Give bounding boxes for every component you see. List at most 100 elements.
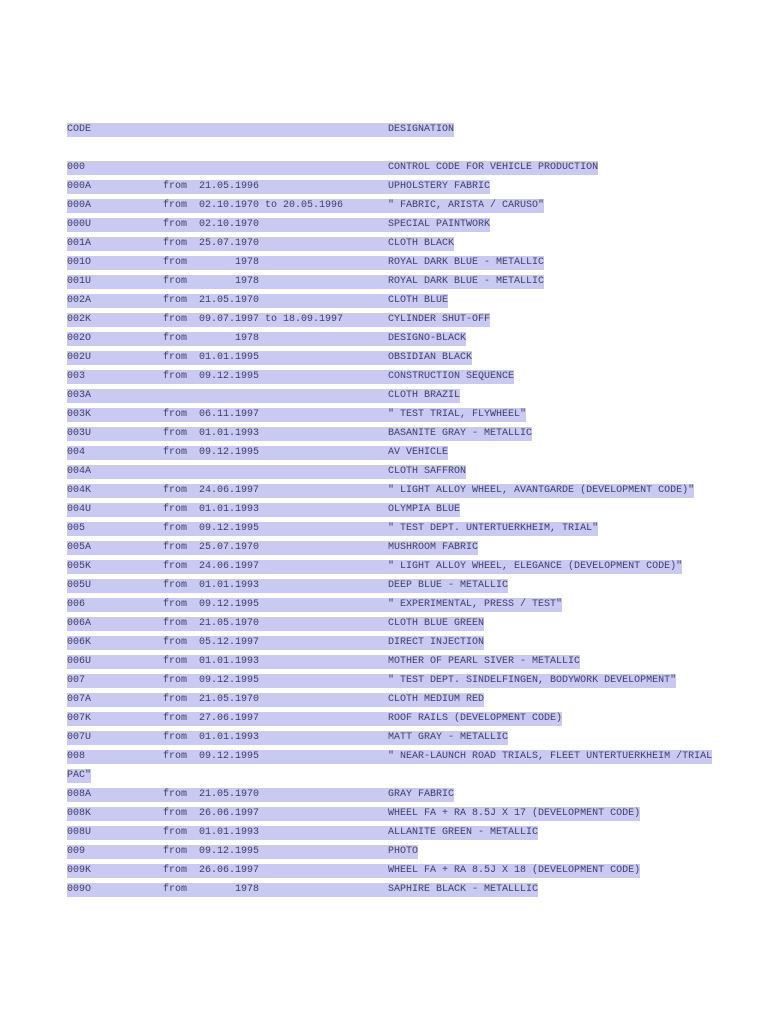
cell-from-label: from [163,200,188,211]
cell-code: 006A [67,618,92,629]
cell-from-label: from [163,561,188,572]
header-row: CODE DESIGNATION [67,120,768,139]
cell-code: 006K [67,637,92,648]
table-row: 004A CLOTH SAFFRON [67,462,768,481]
cell-from-date: 09.12.1995 [199,599,260,610]
table-row: 007K from 27.06.1997 ROOF RAILS (DEVELOP… [67,709,768,728]
table-row: 004U from 01.01.1993 OLYMPIA BLUE [67,500,768,519]
cell-designation: ROYAL DARK BLUE - METALLIC [388,276,545,287]
row-highlight: 002U from 01.01.1995 OBSIDIAN BLACK [67,350,473,365]
cell-from-label: from [163,675,188,686]
table-row: 006K from 05.12.1997 DIRECT INJECTION [67,633,768,652]
table-row: 006A from 21.05.1970 CLOTH BLUE GREEN [67,614,768,633]
cell-from-label: from [163,314,188,325]
cell-from-label: from [163,352,188,363]
row-highlight: 004 from 09.12.1995 AV VEHICLE [67,445,449,460]
cell-from-date: 09.12.1995 [199,523,260,534]
row-highlight: 000A from 21.05.1996 UPHOLSTERY FABRIC [67,179,491,194]
cell-from-date: 21.05.1970 [199,694,260,705]
cell-designation: CLOTH BLUE [388,295,449,306]
row-highlight: 006U from 01.01.1993 MOTHER OF PEARL SIV… [67,654,581,669]
cell-from-date: 09.12.1995 [199,675,260,686]
cell-from-date: 21.05.1996 [199,181,260,192]
cell-from-label: from [163,523,188,534]
cell-from-label: from [163,580,188,591]
row-highlight: 001A from 25.07.1970 CLOTH BLACK [67,236,455,251]
cell-designation: CONSTRUCTION SEQUENCE [388,371,515,382]
cell-from-date: 01.01.1995 [199,352,260,363]
row-highlight: 005K from 24.06.1997 " LIGHT ALLOY WHEEL… [67,559,683,574]
cell-code: 006 [67,599,86,610]
cell-code: 004U [67,504,92,515]
table-row: 005A from 25.07.1970 MUSHROOM FABRIC [67,538,768,557]
cell-from-date: 09.07.1997 [199,314,260,325]
cell-designation: CLOTH BLACK [388,238,455,249]
cell-from-label: from [163,238,188,249]
cell-code: 009 [67,846,86,857]
row-highlight: 009O from 1978 SAPHIRE BLACK - METALLLIC [67,882,539,897]
cell-from-date: 1978 [199,333,260,344]
cell-from-date: 1978 [199,257,260,268]
cell-code: 001A [67,238,92,249]
cell-from-date: 1978 [199,276,260,287]
table-row: 009 from 09.12.1995 PHOTO [67,842,768,861]
row-highlight: 008 from 09.12.1995 " NEAR-LAUNCH ROAD T… [67,749,713,764]
cell-from-date: 09.12.1995 [199,447,260,458]
cell-code: 003K [67,409,92,420]
cell-from-label: from [163,295,188,306]
table-row: 002K from 09.07.1997 to 18.09.1997 CYLIN… [67,310,768,329]
cell-code: 004 [67,447,86,458]
cell-continuation-text: PAC" [67,770,92,781]
row-highlight: 002O from 1978 DESIGNO-BLACK [67,331,467,346]
cell-from-date: 05.12.1997 [199,637,260,648]
cell-designation: " TEST DEPT. UNTERTUERKHEIM, TRIAL" [388,523,599,534]
cell-from-date: 09.12.1995 [199,751,260,762]
row-highlight: 001O from 1978 ROYAL DARK BLUE - METALLI… [67,255,545,270]
cell-from-label: from [163,428,188,439]
cell-designation: CLOTH SAFFRON [388,466,467,477]
cell-code: 009K [67,865,92,876]
cell-code: 000A [67,181,92,192]
row-highlight: 001U from 1978 ROYAL DARK BLUE - METALLI… [67,274,545,289]
row-highlight: 004A CLOTH SAFFRON [67,464,467,479]
table-row: 002A from 21.05.1970 CLOTH BLUE [67,291,768,310]
cell-designation: DESIGNO-BLACK [388,333,467,344]
cell-designation: UPHOLSTERY FABRIC [388,181,491,192]
table-row: 005 from 09.12.1995 " TEST DEPT. UNTERTU… [67,519,768,538]
row-highlight: 007U from 01.01.1993 MATT GRAY - METALLI… [67,730,509,745]
cell-from-label: from [163,447,188,458]
cell-from-label: from [163,827,188,838]
cell-designation: " NEAR-LAUNCH ROAD TRIALS, FLEET UNTERTU… [388,751,713,762]
cell-from-label: from [163,808,188,819]
table-row: 001O from 1978 ROYAL DARK BLUE - METALLI… [67,253,768,272]
cell-designation: CYLINDER SHUT-OFF [388,314,491,325]
cell-designation: " LIGHT ALLOY WHEEL, AVANTGARDE (DEVELOP… [388,485,695,496]
cell-designation: SAPHIRE BLACK - METALLLIC [388,884,539,895]
continuation-row: PAC" [67,766,768,785]
row-highlight: 005 from 09.12.1995 " TEST DEPT. UNTERTU… [67,521,599,536]
cell-designation: MOTHER OF PEARL SIVER - METALLIC [388,656,581,667]
cell-to-label: to [265,200,278,211]
row-highlight: 003 from 09.12.1995 CONSTRUCTION SEQUENC… [67,369,515,384]
cell-code: 005A [67,542,92,553]
cell-from-date: 09.12.1995 [199,846,260,857]
cell-code: 005 [67,523,86,534]
cell-from-label: from [163,504,188,515]
cell-to-date: 18.09.1997 [283,314,344,325]
cell-designation: GRAY FABRIC [388,789,455,800]
cell-from-label: from [163,618,188,629]
cell-designation: WHEEL FA + RA 8.5J X 18 (DEVELOPMENT COD… [388,865,641,876]
cell-code: 004A [67,466,92,477]
cell-designation: ROOF RAILS (DEVELOPMENT CODE) [388,713,563,724]
cell-code: 009O [67,884,92,895]
cell-designation: " TEST DEPT. SINDELFINGEN, BODYWORK DEVE… [388,675,677,686]
cell-from-date: 24.06.1997 [199,561,260,572]
row-highlight: 003U from 01.01.1993 BASANITE GRAY - MET… [67,426,533,441]
table-row: 000A from 02.10.1970 to 20.05.1996 " FAB… [67,196,768,215]
row-highlight: 007A from 21.05.1970 CLOTH MEDIUM RED [67,692,485,707]
cell-code: 007K [67,713,92,724]
row-highlight: PAC" [67,768,92,783]
row-highlight: 005U from 01.01.1993 DEEP BLUE - METALLI… [67,578,509,593]
table-row: 008U from 01.01.1993 ALLANITE GREEN - ME… [67,823,768,842]
cell-designation: WHEEL FA + RA 8.5J X 17 (DEVELOPMENT COD… [388,808,641,819]
